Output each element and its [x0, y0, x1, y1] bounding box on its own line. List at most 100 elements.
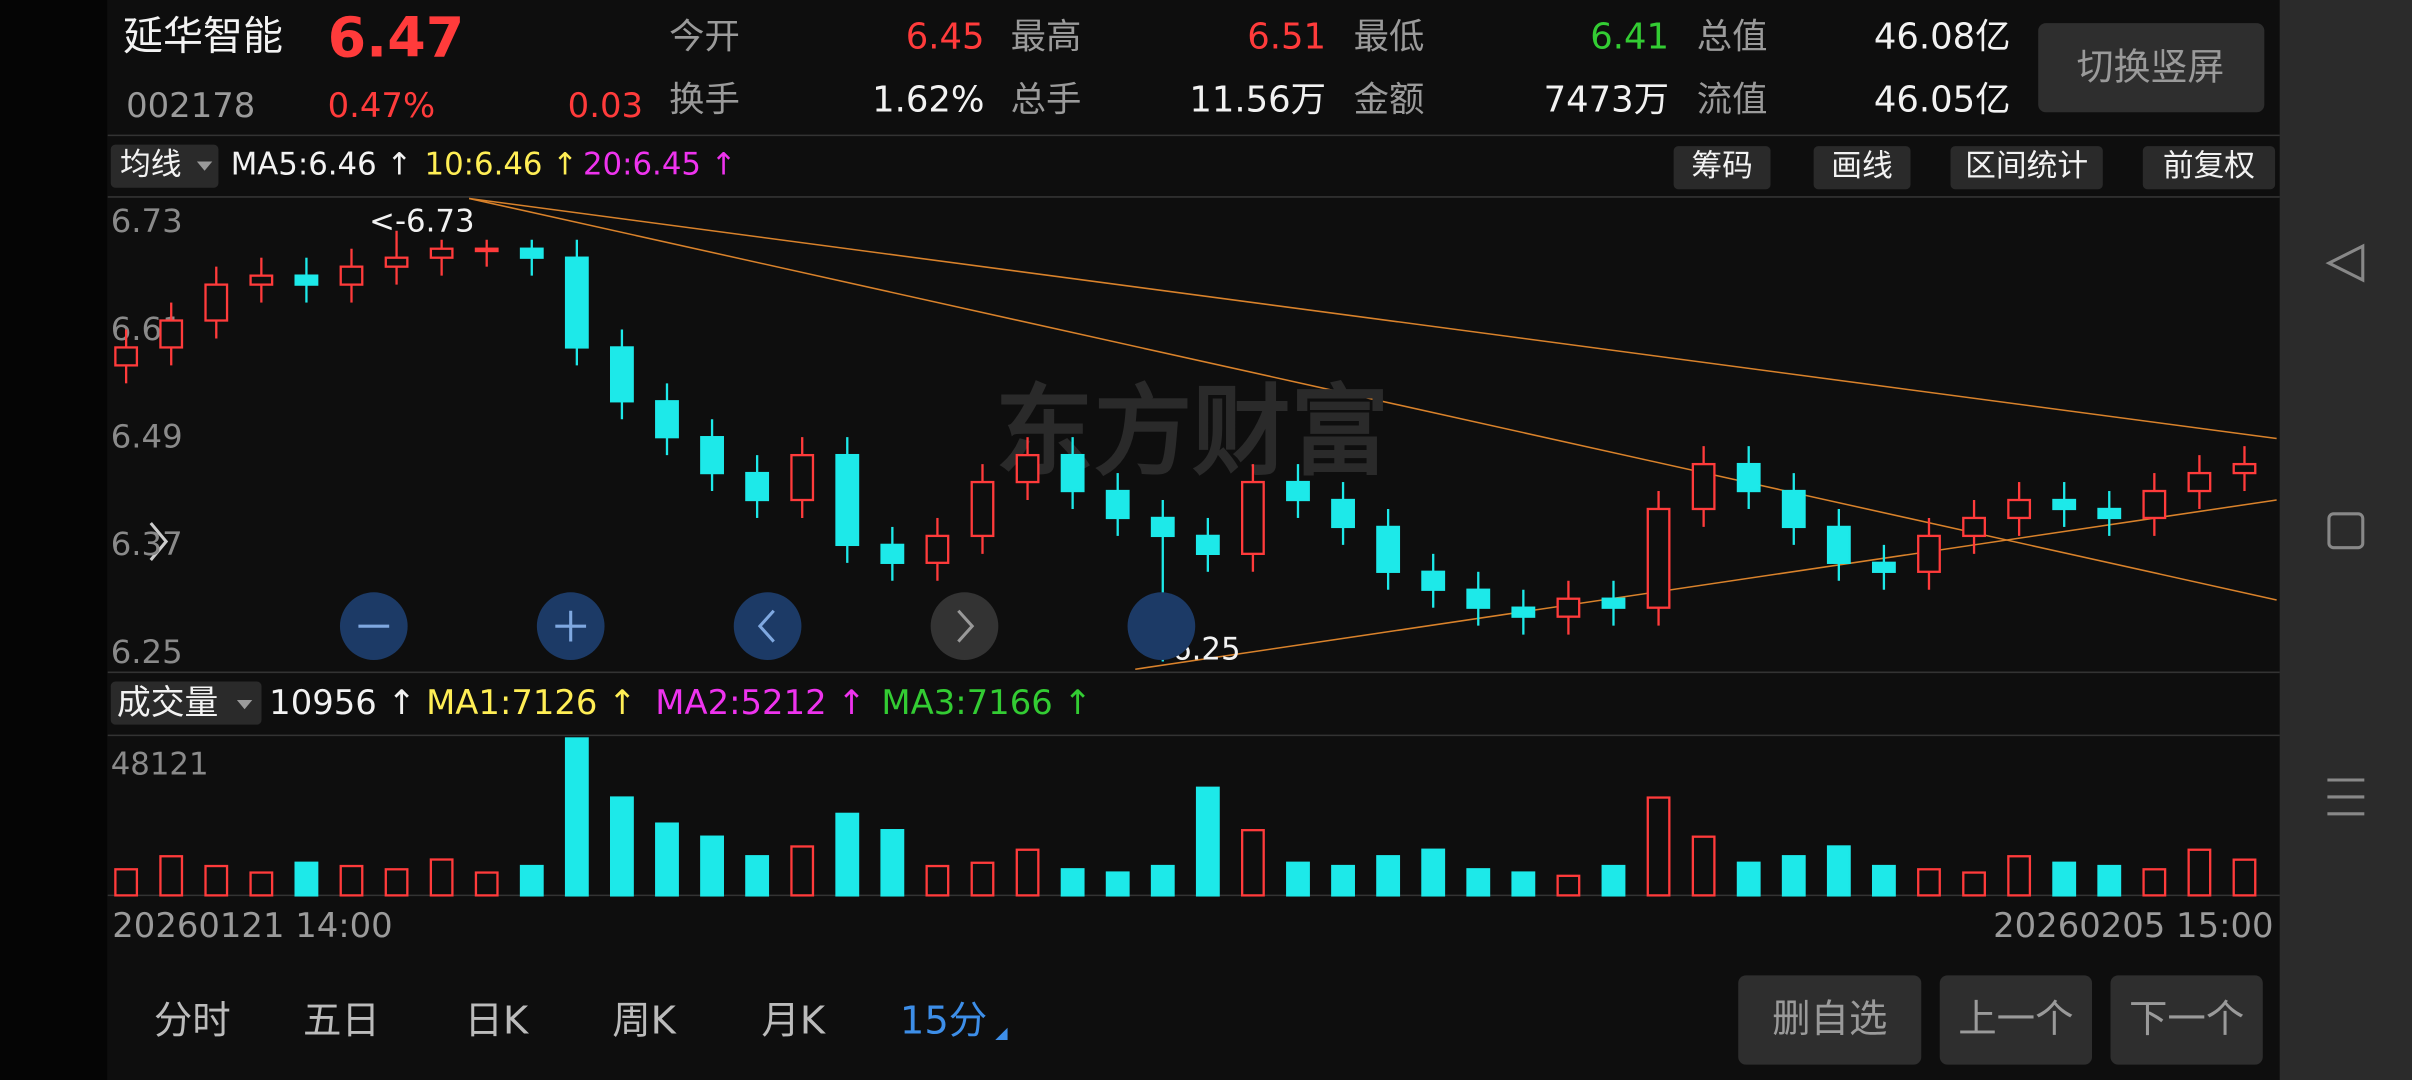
x-label: 20260121 14:00 — [112, 906, 392, 945]
ma20: 20:6.45 ↑ — [583, 147, 736, 183]
candle-body — [159, 319, 184, 349]
candle-body — [1962, 516, 1986, 538]
bottom-button[interactable] — [2110, 975, 2263, 1065]
candle-body — [1556, 597, 1581, 618]
volume-bar — [700, 835, 724, 897]
volume-bar — [564, 737, 589, 897]
bottom-button-label: 删自选 — [1772, 997, 1887, 1042]
volume-bar — [609, 796, 634, 897]
vol-selector-box[interactable] — [110, 681, 262, 725]
ma-selector-box[interactable] — [110, 144, 219, 188]
y-tick-label: 6.37 — [111, 525, 183, 563]
vol-current: 10956 ↑ — [269, 683, 416, 722]
candle-body — [1331, 498, 1355, 529]
volume-bar — [1826, 845, 1851, 897]
change-pct: 0.47% — [328, 86, 435, 125]
switch-button[interactable] — [2038, 23, 2265, 113]
candle-body — [114, 346, 139, 367]
period-tab[interactable]: 月K — [761, 999, 826, 1044]
candle-body — [700, 436, 724, 475]
volume-bar — [339, 864, 364, 897]
stock-code: 002178 — [126, 86, 255, 125]
vol-selector: 成交量 — [117, 683, 218, 722]
candle-body — [1421, 570, 1446, 591]
candle-body — [294, 274, 319, 286]
tool-button[interactable] — [1673, 146, 1771, 190]
quote-value: 11.56万 — [1189, 80, 1326, 121]
candle-body — [1646, 507, 1671, 609]
candle-body — [970, 480, 995, 538]
candle-body — [1511, 606, 1536, 618]
expand-arrow[interactable] — [149, 522, 169, 561]
quote-value: 6.51 — [1247, 16, 1326, 57]
nav-home[interactable] — [2327, 512, 2365, 550]
volume-bar — [249, 871, 274, 897]
volume-bar — [2007, 855, 2032, 897]
volume-bar — [1691, 835, 1716, 897]
volume-bar — [1646, 796, 1671, 897]
bottom-button-label: 下一个 — [2129, 997, 2244, 1042]
volume-bar — [474, 871, 499, 897]
candle-body — [2052, 498, 2077, 511]
volume-bar — [1871, 864, 1896, 897]
switch-label: 切换竖屏 — [2077, 46, 2225, 89]
y-tick-label: 48121 — [111, 747, 209, 783]
icon — [555, 610, 587, 642]
volume-bar — [925, 864, 950, 897]
candle-body — [609, 346, 634, 403]
volume-bar — [1601, 864, 1626, 897]
quote-value: 6.41 — [1590, 16, 1669, 57]
tool-button[interactable] — [1813, 146, 1911, 190]
volume-bar — [1781, 855, 1806, 897]
volume-bar — [519, 864, 544, 897]
tool-button[interactable] — [1950, 146, 2103, 190]
quote-label: 总手 — [1011, 80, 1082, 121]
period-tab[interactable]: 五日 — [303, 999, 380, 1044]
volume-bar — [1015, 848, 1040, 897]
bottom-button[interactable] — [1939, 975, 2093, 1065]
period-tab[interactable]: 分时 — [154, 999, 231, 1044]
quote-label: 流值 — [1697, 80, 1768, 121]
volume-bar — [1286, 861, 1310, 897]
y-tick-label: 6.73 — [111, 202, 183, 240]
candle-body — [1195, 534, 1220, 556]
candle-body — [1150, 516, 1175, 538]
quote-label: 总值 — [1697, 16, 1768, 57]
quote-label: 最低 — [1354, 16, 1425, 57]
volume-bar — [1962, 871, 1986, 897]
tool-button-label: 前复权 — [2163, 148, 2255, 184]
vol-ma3: MA3:7166 ↑ — [881, 683, 1091, 722]
candle-body — [564, 256, 589, 349]
volume-bar — [1466, 868, 1491, 897]
volume-bar — [1331, 864, 1355, 897]
volume-bar — [159, 855, 184, 897]
volume-bar — [2187, 848, 2212, 897]
icon — [757, 609, 775, 643]
scroll-right[interactable] — [930, 592, 999, 660]
volume-bar — [429, 858, 454, 897]
period-tab[interactable]: 15分 — [900, 999, 987, 1044]
volume-bar — [745, 855, 770, 897]
stock-name: 延华智能 — [123, 13, 283, 59]
tool-button[interactable] — [2142, 146, 2276, 190]
nav-menu[interactable] — [2327, 778, 2365, 816]
period-tab[interactable]: 日K — [465, 999, 530, 1044]
bottom-button[interactable] — [1738, 975, 1922, 1065]
scroll-left[interactable] — [733, 592, 802, 660]
quote-value: 1.62% — [872, 80, 984, 121]
volume-bar — [2142, 868, 2167, 897]
volume-bar — [1376, 855, 1401, 897]
left-strip — [0, 0, 108, 1080]
period-tab[interactable]: 周K — [612, 999, 677, 1044]
nav-back[interactable] — [2325, 243, 2365, 283]
reset[interactable] — [1127, 592, 1196, 660]
volume-bar — [1060, 868, 1085, 897]
candle-body — [2097, 507, 2122, 520]
volume-bar — [970, 861, 995, 897]
tool-button-label: 区间统计 — [1965, 148, 2088, 184]
quote-label: 换手 — [669, 80, 740, 121]
volume-bar — [2232, 858, 2257, 897]
bottom-button-label: 上一个 — [1958, 997, 2073, 1042]
quote-label: 今开 — [669, 16, 740, 57]
